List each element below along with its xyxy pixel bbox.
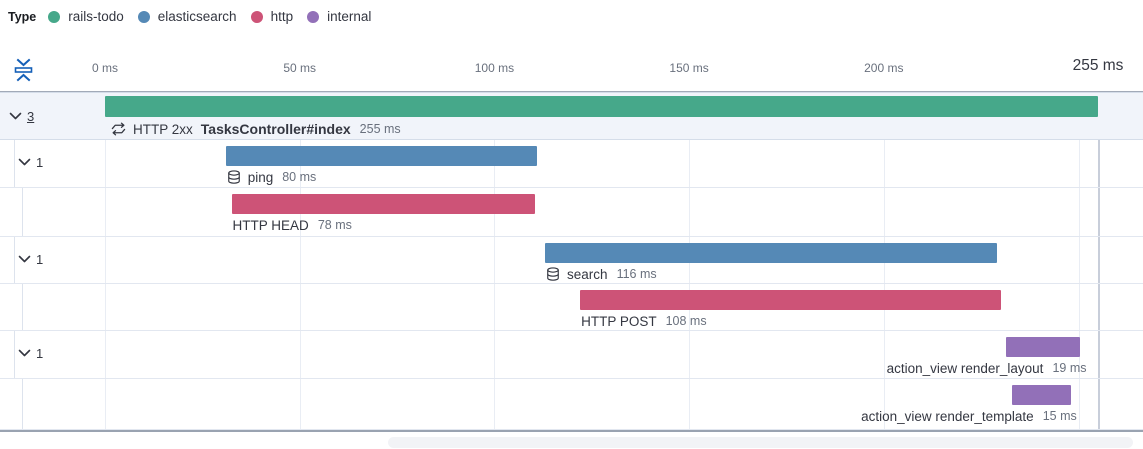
waterfall-top-border xyxy=(0,91,1143,92)
span-label-name: ping xyxy=(247,169,274,185)
span-duration: 80 ms xyxy=(282,170,317,184)
type-legend: Type rails-todo elasticsearch http internal xyxy=(8,9,385,24)
accordion-toggle[interactable]: 1 xyxy=(18,249,43,269)
span-label-name: TasksController#index xyxy=(200,121,351,137)
legend-items: rails-todo elasticsearch http internal xyxy=(48,9,385,24)
child-count: 3 xyxy=(27,108,35,124)
chevron-down-icon xyxy=(18,250,31,268)
legend-item-label: http xyxy=(270,9,294,24)
span-label-prefix: HTTP 2xx xyxy=(133,121,193,137)
legend-dot-icon xyxy=(250,10,263,23)
accordion-toggle[interactable]: 1 xyxy=(18,152,43,172)
axis-tick-label: 100 ms xyxy=(474,61,515,75)
span-duration: 19 ms xyxy=(1052,361,1087,375)
legend-item-elasticsearch: elasticsearch xyxy=(137,9,237,24)
waterfall-row-ping[interactable]: 1 ping 80 ms xyxy=(0,140,1143,188)
indent-guide xyxy=(14,237,15,283)
search-bar[interactable] xyxy=(545,243,997,263)
accordion-toggle[interactable]: 3 xyxy=(9,106,34,126)
indent-guide xyxy=(14,331,15,378)
legend-item-label: internal xyxy=(327,9,372,24)
legend-item-label: elasticsearch xyxy=(157,9,237,24)
span-label: HTTP 2xx TasksController#index 255 ms xyxy=(111,120,401,138)
span-duration: 108 ms xyxy=(665,314,707,328)
waterfall-bottom-border xyxy=(0,430,1143,432)
chevron-down-icon xyxy=(9,107,22,125)
axis-tick-label: 255 ms xyxy=(1072,57,1124,74)
legend-item-rails-todo: rails-todo xyxy=(48,9,124,24)
waterfall-row-HTTP HEAD[interactable]: HTTP HEAD 78 ms xyxy=(0,188,1143,237)
chevron-down-icon xyxy=(18,344,31,362)
gridline-0ms xyxy=(105,92,106,430)
span-label: action_view render_template 15 ms xyxy=(861,407,1077,425)
span-label: HTTP HEAD 78 ms xyxy=(233,216,352,234)
database-icon xyxy=(546,266,560,282)
fold-timeline-icon[interactable] xyxy=(13,58,34,87)
waterfall-row-action_view render_template[interactable]: action_view render_template 15 ms xyxy=(0,379,1143,430)
axis-tick-label: 0 ms xyxy=(91,61,119,75)
legend-dot-icon xyxy=(137,10,150,23)
child-count: 1 xyxy=(36,345,44,361)
span-label: ping 80 ms xyxy=(227,168,317,186)
indent-guide xyxy=(14,140,15,187)
database-icon xyxy=(227,169,241,185)
accordion-toggle[interactable]: 1 xyxy=(18,343,43,363)
indent-guide xyxy=(22,284,23,330)
span-label-name: search xyxy=(567,266,608,282)
action_view render_layout-bar[interactable] xyxy=(1006,337,1081,357)
indent-guide xyxy=(22,379,23,429)
axis-tick-label: 150 ms xyxy=(669,61,709,75)
span-duration: 78 ms xyxy=(317,218,352,232)
waterfall-row-HTTP POST[interactable]: HTTP POST 108 ms xyxy=(0,284,1143,331)
axis-tick-label: 200 ms xyxy=(864,61,904,75)
HTTP POST-bar[interactable] xyxy=(580,290,1001,310)
horizontal-scrollbar-thumb[interactable] xyxy=(388,437,1133,448)
legend-item-http: http xyxy=(250,9,294,24)
legend-item-internal: internal xyxy=(307,9,371,24)
action_view render_template-bar[interactable] xyxy=(1012,385,1071,405)
span-duration: 116 ms xyxy=(616,267,657,281)
ping-bar[interactable] xyxy=(225,146,538,166)
waterfall-row-search[interactable]: 1 search 116 ms xyxy=(0,237,1143,284)
axis-tick-label: 50 ms xyxy=(283,61,317,75)
gridline-100ms xyxy=(494,92,495,430)
transaction-icon xyxy=(111,122,126,136)
gridline-50ms xyxy=(300,92,301,430)
waterfall-row-TasksController#index[interactable]: 3 HTTP 2xx TasksController#index 255 ms xyxy=(0,92,1143,140)
span-duration: 255 ms xyxy=(359,122,401,136)
span-label-name: HTTP POST xyxy=(581,313,657,329)
chevron-down-icon xyxy=(18,153,31,171)
span-label-name: action_view render_template xyxy=(861,408,1034,424)
span-duration: 15 ms xyxy=(1042,409,1077,423)
legend-dot-icon xyxy=(48,10,61,23)
child-count: 1 xyxy=(36,251,44,267)
TasksController#index-bar[interactable] xyxy=(105,96,1098,117)
span-label: action_view render_layout 19 ms xyxy=(887,359,1087,377)
HTTP HEAD-bar[interactable] xyxy=(231,194,536,214)
legend-dot-icon xyxy=(307,10,320,23)
span-label-name: action_view render_layout xyxy=(886,360,1044,376)
indent-guide xyxy=(22,188,23,236)
waterfall-row-action_view render_layout[interactable]: 1 action_view render_layout 19 ms xyxy=(0,331,1143,379)
legend-item-label: rails-todo xyxy=(68,9,124,24)
gridline-255ms xyxy=(1098,92,1100,430)
legend-title: Type xyxy=(8,9,37,24)
span-label-name: HTTP HEAD xyxy=(232,217,309,233)
child-count: 1 xyxy=(36,154,44,170)
gridline-250ms xyxy=(1079,92,1080,430)
span-label: HTTP POST 108 ms xyxy=(581,312,707,330)
span-label: search 116 ms xyxy=(546,265,657,283)
